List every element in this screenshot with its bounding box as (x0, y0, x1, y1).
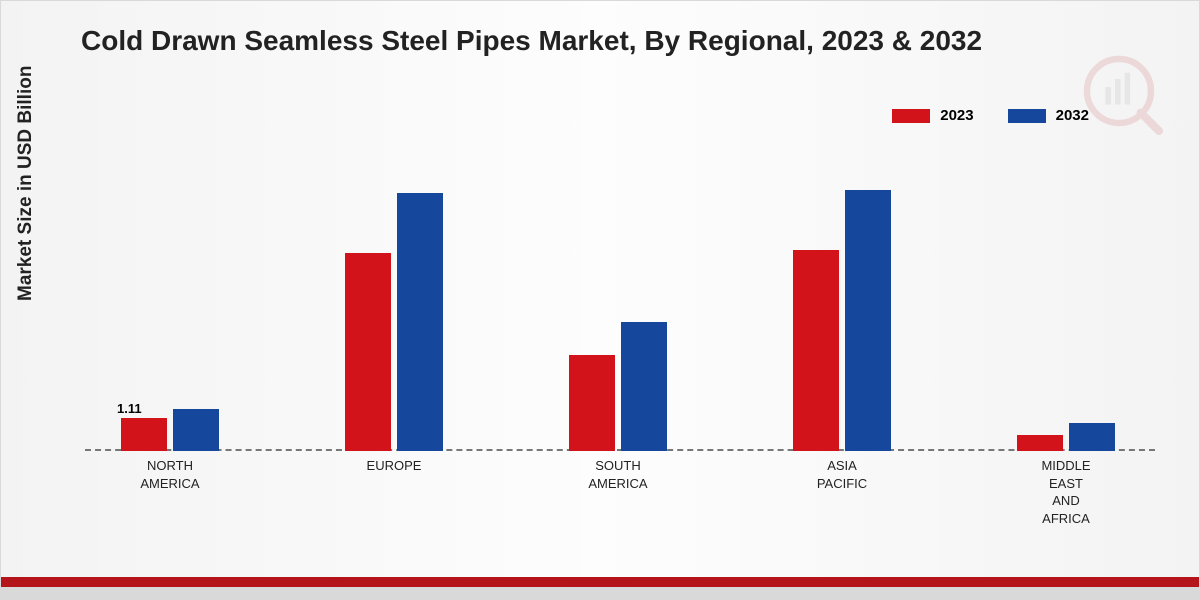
legend-swatch-2032 (1008, 109, 1046, 123)
x-category-label: MIDDLEEASTANDAFRICA (1006, 457, 1126, 527)
chart-frame: Cold Drawn Seamless Steel Pipes Market, … (0, 0, 1200, 600)
x-category-label: SOUTHAMERICA (558, 457, 678, 492)
legend: 2023 2032 (892, 107, 1089, 124)
x-axis-labels: NORTHAMERICA EUROPE SOUTHAMERICA ASIAPACIFI… (85, 457, 1155, 547)
bar-2023 (1017, 435, 1063, 452)
watermark-bar-2 (1115, 79, 1121, 105)
bar-group (345, 193, 443, 451)
legend-label-2032: 2032 (1056, 107, 1089, 124)
bar-2023: 1.11 (121, 418, 167, 451)
bar-group (1017, 423, 1115, 452)
x-category-label: NORTHAMERICA (110, 457, 230, 492)
bar-2032 (845, 190, 891, 451)
watermark-bar-3 (1125, 73, 1131, 105)
legend-label-2023: 2023 (940, 107, 973, 124)
bar-2023 (345, 253, 391, 451)
bar-2032 (621, 322, 667, 451)
bar-2023 (793, 250, 839, 451)
bar-2032 (1069, 423, 1115, 452)
footer-bar-red (1, 577, 1199, 587)
legend-item-2023: 2023 (892, 107, 973, 124)
footer-bar-gray (1, 587, 1199, 599)
watermark-logo (1083, 55, 1163, 135)
y-axis-label: Market Size in USD Billion (15, 66, 37, 301)
bar-group (569, 322, 667, 451)
bar-2023 (569, 355, 615, 451)
bar-value-label: 1.11 (117, 401, 142, 416)
watermark-bar-1 (1105, 87, 1111, 105)
x-category-label: EUROPE (334, 457, 454, 475)
plot-area: 1.11 (85, 151, 1155, 451)
chart-title: Cold Drawn Seamless Steel Pipes Market, … (81, 25, 982, 57)
watermark-handle (1141, 113, 1159, 131)
legend-item-2032: 2032 (1008, 107, 1089, 124)
x-category-label: ASIAPACIFIC (782, 457, 902, 492)
legend-swatch-2023 (892, 109, 930, 123)
bar-group (793, 190, 891, 451)
bar-2032 (173, 409, 219, 451)
bar-group: 1.11 (121, 409, 219, 451)
bar-2032 (397, 193, 443, 451)
